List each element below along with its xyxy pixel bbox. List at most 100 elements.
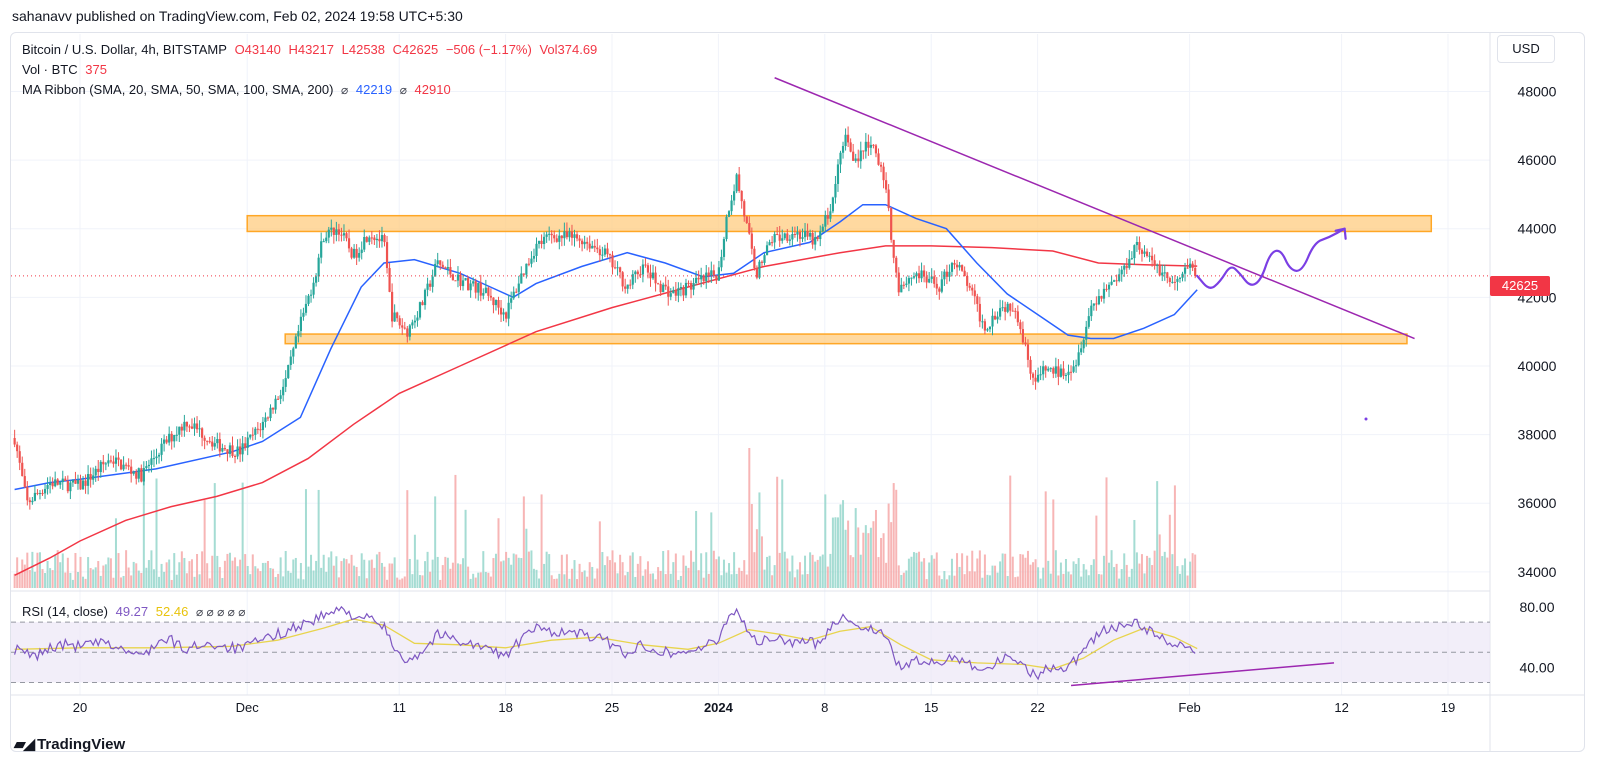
candle-body (512, 291, 515, 299)
volume-bar (712, 550, 715, 588)
candle-body (1113, 280, 1116, 282)
volume-bar (370, 559, 373, 588)
currency-selector[interactable]: USD (1497, 35, 1555, 63)
volume-bar (1171, 554, 1174, 588)
volume-bar (636, 563, 639, 588)
candle-body (702, 275, 705, 282)
volume-bar (887, 503, 890, 588)
volume-bar (773, 565, 776, 588)
tradingview-logo-icon: ▰◢ (14, 736, 35, 753)
volume-bar (127, 567, 130, 588)
volume-bar (431, 559, 434, 588)
volume-bar (978, 550, 981, 588)
volume-bar (918, 551, 921, 588)
candle-body (469, 283, 472, 291)
volume-bar (598, 521, 601, 588)
candle-body (950, 263, 954, 272)
candle-body (900, 284, 903, 293)
volume-bar (573, 560, 576, 588)
volume-bar (930, 555, 933, 588)
volume-bar (859, 554, 862, 588)
candle-body (798, 231, 802, 239)
candle-body (21, 462, 24, 477)
volume-bar (307, 566, 310, 588)
volume-bar (87, 557, 90, 588)
candle-body (907, 278, 911, 284)
ma-settings-icon-2[interactable]: ⌀ (399, 83, 407, 97)
volume-bar (206, 563, 209, 588)
time-tick-label: 12 (1334, 700, 1348, 715)
volume-bar (748, 448, 751, 588)
volume-bar (130, 575, 133, 588)
volume-bar (185, 573, 188, 588)
volume-bar (155, 478, 158, 588)
candle-body (502, 312, 505, 315)
volume-bar (697, 570, 700, 588)
candle-body (1037, 374, 1040, 382)
time-tick-label: 15 (924, 700, 938, 715)
candle-body (249, 434, 252, 438)
volume-bar (520, 558, 523, 588)
candle-body (515, 291, 518, 293)
candle-body (1158, 265, 1161, 276)
candle-body (793, 234, 797, 236)
candle-body (122, 464, 125, 470)
volume-bar (783, 551, 786, 588)
rsi-settings-icons[interactable]: ⌀ ⌀ ⌀ ⌀ ⌀ (195, 605, 246, 619)
volume-bar (1032, 562, 1035, 588)
zones (246, 214, 1433, 345)
ma-settings-icon[interactable]: ⌀ (341, 83, 349, 97)
volume-bar (999, 561, 1002, 588)
volume-bar (684, 565, 687, 588)
price-tick-label: 36000 (1518, 495, 1557, 511)
candle-body (1069, 371, 1073, 373)
tradingview-logo[interactable]: ▰◢ TradingView (14, 735, 125, 754)
candle-body (976, 296, 979, 304)
volume-bar (611, 550, 614, 588)
candle-body (76, 479, 80, 484)
volume-bar (1115, 563, 1118, 588)
volume-bar (1080, 576, 1083, 588)
resistance-zone (246, 214, 1433, 233)
candle-body (228, 445, 232, 454)
candle-body (778, 234, 781, 241)
candle-body (16, 444, 19, 452)
candle-body (859, 150, 862, 162)
volume-bar (882, 533, 885, 588)
candle-body (646, 265, 650, 273)
volume-bar (208, 578, 211, 588)
candle-body (606, 248, 609, 255)
volume-bar (996, 572, 999, 588)
candle-body (279, 395, 282, 399)
candle-body (119, 459, 123, 470)
candle-body (1031, 373, 1035, 378)
volume-bar (454, 474, 457, 588)
volume-bar (695, 510, 698, 588)
volume-bar (18, 572, 21, 588)
candle-body (1102, 288, 1106, 299)
volume-bar (140, 572, 143, 588)
volume-bar (679, 575, 682, 588)
volume-bar (517, 557, 520, 588)
candle-body (882, 166, 885, 181)
candle-body (1125, 265, 1128, 268)
candle-body (307, 295, 310, 304)
candle-body (1166, 272, 1169, 279)
candle-body (540, 240, 543, 245)
candle-body (54, 479, 57, 487)
candle-body (844, 134, 847, 147)
volume-bar (555, 578, 558, 588)
volume-bar (1001, 553, 1004, 588)
candle-body (256, 428, 259, 430)
legend-symbol: Bitcoin / U.S. Dollar, 4h, BITSTAMP (22, 42, 227, 57)
volume-bar (21, 559, 24, 588)
candle-body (203, 437, 206, 441)
candle-body (553, 235, 556, 239)
volume-bar (1151, 565, 1154, 588)
candle-body (631, 274, 634, 285)
volume-bar (1138, 563, 1141, 588)
volume-bar (259, 571, 262, 588)
volume-bar (368, 560, 371, 588)
volume-bar (1014, 577, 1017, 588)
